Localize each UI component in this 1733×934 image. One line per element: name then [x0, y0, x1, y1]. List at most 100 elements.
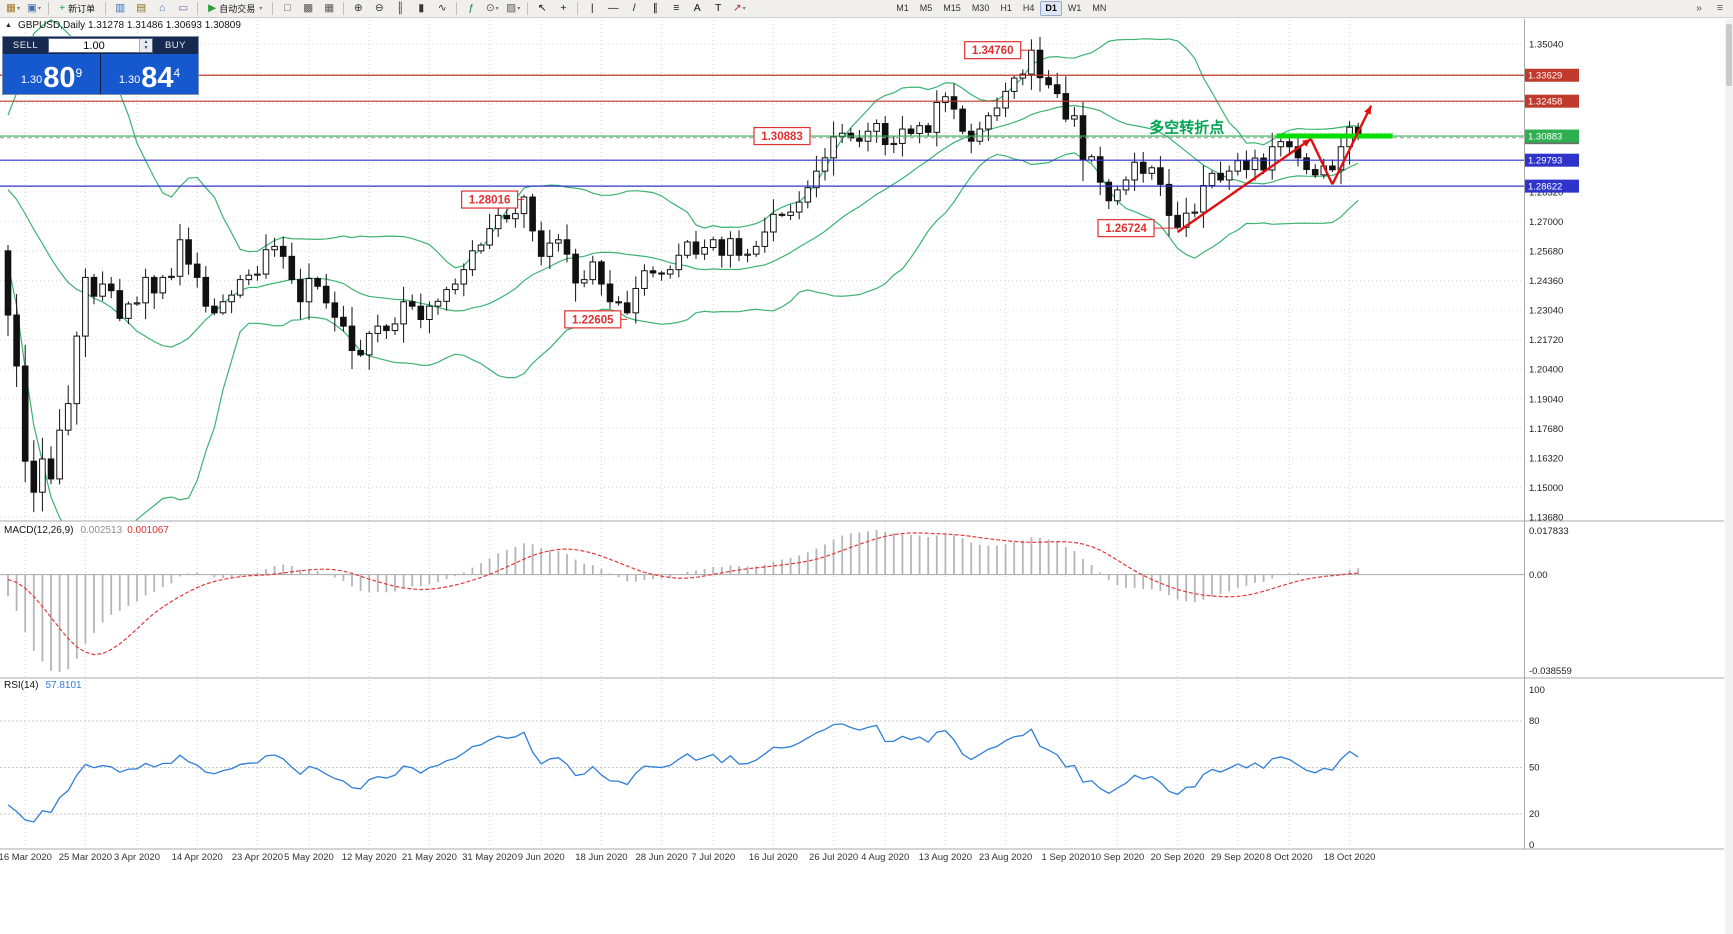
new-chart-icon[interactable]: ▦ ▾: [3, 0, 23, 17]
macd-signal-value: 0.001067: [127, 525, 169, 536]
templates-icon[interactable]: ▨ ▾: [503, 0, 523, 17]
data-window-icon[interactable]: ▤: [131, 0, 151, 17]
price-line-tag: 1.32458: [1524, 94, 1579, 108]
price-annotations: 1.34760 1.30883 1.28016 1.26724 1.22605: [461, 41, 1178, 329]
date-label: 26 Jul 2020: [809, 852, 858, 863]
volume-down-icon[interactable]: ▼: [140, 45, 152, 52]
svg-text:80: 80: [1529, 716, 1540, 727]
toolbar-more-icon[interactable]: »: [1696, 2, 1702, 15]
timeframe-m30[interactable]: M30: [971, 3, 990, 13]
svg-text:0.017833: 0.017833: [1529, 526, 1569, 537]
timeframe-m1[interactable]: M1: [896, 3, 909, 13]
timeframe-h1[interactable]: H1: [1000, 3, 1012, 13]
arrows-icon[interactable]: ↗ ▾: [729, 0, 749, 17]
zoom-out-icon[interactable]: ⊖: [369, 0, 389, 17]
line-chart-icon[interactable]: ∿: [432, 0, 452, 17]
main-chart-plot: [4, 19, 1362, 521]
toolbar-menu-icon[interactable]: ≡: [1716, 2, 1724, 15]
timeframe-h4[interactable]: H4: [1022, 3, 1035, 13]
crosshair-glyph: +: [560, 2, 567, 15]
trendline-icon[interactable]: /: [624, 0, 644, 17]
horizontal-line-icon[interactable]: —: [603, 0, 623, 17]
sell-price-prefix: 1.30: [20, 74, 43, 86]
timeframe-d1[interactable]: D1: [1040, 1, 1062, 16]
svg-text:1.30883: 1.30883: [1528, 132, 1562, 143]
crosshair-icon[interactable]: +: [553, 0, 573, 17]
rsi-label: RSI(14): [4, 680, 39, 691]
timeframe-w1[interactable]: W1: [1067, 3, 1082, 13]
chevron-down-icon: ▾: [37, 5, 41, 12]
candlestick-chart-icon[interactable]: ▮: [411, 0, 431, 17]
channel-icon[interactable]: ∥: [645, 0, 665, 17]
date-label: 18 Jun 2020: [575, 852, 627, 863]
toolbar-separator: [197, 2, 199, 15]
vertical-scrollbar[interactable]: [1725, 19, 1733, 934]
price-annotation[interactable]: 1.28016: [461, 190, 519, 209]
vertical-line-icon[interactable]: |: [582, 0, 602, 17]
profiles-icon[interactable]: ▣ ▾: [24, 0, 44, 17]
price-line-tag: 1.29793: [1524, 153, 1579, 167]
price-annotation[interactable]: 1.30883: [753, 126, 811, 146]
candles: [4, 36, 1362, 513]
price-tick-label: 1.23040: [1529, 306, 1563, 317]
periods-icon[interactable]: ⊙ ▾: [482, 0, 502, 17]
text-icon[interactable]: A: [687, 0, 707, 17]
price-tick-label: 1.19040: [1529, 394, 1563, 405]
terminal-icon[interactable]: ▭: [173, 0, 193, 17]
turning-point-note[interactable]: 多空转折点: [1149, 118, 1224, 136]
timeframe-mn[interactable]: MN: [1092, 3, 1107, 13]
label-icon[interactable]: T: [708, 0, 728, 17]
text-glyph: A: [693, 2, 701, 15]
indicators-icon[interactable]: ƒ: [461, 0, 481, 17]
price-annotation[interactable]: 1.22605: [564, 310, 622, 329]
sell-price-main: 80: [43, 62, 76, 94]
sell-button[interactable]: 1.30 80 9: [3, 54, 100, 94]
price-tick-label: 1.27000: [1529, 217, 1563, 228]
bar-chart-icon[interactable]: ║: [390, 0, 410, 17]
price-grid: [0, 43, 1524, 518]
buy-button[interactable]: 1.30 84 4: [100, 54, 198, 94]
tile-windows-icon[interactable]: ▦: [319, 0, 339, 17]
timeframe-toolbar: M1 M5 M15 M30 H1 H4 D1 W1 MN: [891, 1, 1111, 16]
new-window-icon[interactable]: □: [277, 0, 297, 17]
cascade-windows-glyph: ▩: [303, 2, 314, 15]
svg-text:0: 0: [1529, 840, 1534, 851]
volume-input[interactable]: [49, 39, 139, 52]
trend-arrows[interactable]: [1176, 105, 1373, 233]
price-annotation[interactable]: 1.34760: [964, 41, 1022, 60]
price-tick-label: 1.13680: [1529, 513, 1563, 524]
navigator-icon[interactable]: ⌂: [152, 0, 172, 17]
zoom-in-icon[interactable]: ⊕: [348, 0, 368, 17]
toolbar-separator: [105, 2, 107, 15]
cursor-icon[interactable]: ↖: [532, 0, 552, 17]
cascade-windows-icon[interactable]: ▩: [298, 0, 318, 17]
one-click-collapse-icon[interactable]: ▲: [5, 22, 12, 29]
time-axis[interactable]: 16 Mar 2020 25 Mar 2020 3 Apr 2020 14 Apr 2…: [0, 852, 1375, 863]
chevron-down-icon: ▾: [16, 5, 20, 12]
price-axis[interactable]: 1.350401.336801.323201.309601.296401.283…: [1529, 40, 1563, 524]
market-watch-icon[interactable]: ▥: [110, 0, 130, 17]
rsi-scale[interactable]: 100 80 50 20 0: [1529, 685, 1545, 851]
volume-spinner[interactable]: ▲ ▼: [139, 39, 152, 52]
autotrading-button[interactable]: ▶ 自动交易 ▾: [202, 0, 268, 17]
macd-scale[interactable]: 0.017833 0.00 -0.038559: [1529, 526, 1572, 677]
toolbar-separator: [527, 2, 529, 15]
arrowhead-icon: [1302, 138, 1311, 147]
date-label: 13 Aug 2020: [919, 852, 972, 863]
fibonacci-icon[interactable]: ≡: [666, 0, 686, 17]
terminal-glyph: ▭: [178, 2, 189, 15]
new-order-button[interactable]: + 新订单: [53, 0, 101, 17]
volume-up-icon[interactable]: ▲: [140, 39, 152, 46]
volume-field[interactable]: ▲ ▼: [48, 38, 153, 53]
scrollbar-thumb[interactable]: [1726, 24, 1732, 86]
vertical-line-glyph: |: [590, 2, 594, 15]
trend-arrow-line: [1176, 138, 1312, 233]
new-window-glyph: □: [284, 2, 291, 15]
timeframe-m15[interactable]: M15: [943, 3, 961, 13]
price-annotation[interactable]: 1.26724: [1097, 219, 1155, 238]
svg-text:1.33629: 1.33629: [1528, 71, 1562, 82]
timeframe-m5[interactable]: M5: [919, 3, 933, 13]
one-click-trading-panel: SELL ▲ ▼ BUY 1.30 80 9 1.30 84 4: [2, 36, 199, 95]
toolbar-separator: [456, 2, 458, 15]
